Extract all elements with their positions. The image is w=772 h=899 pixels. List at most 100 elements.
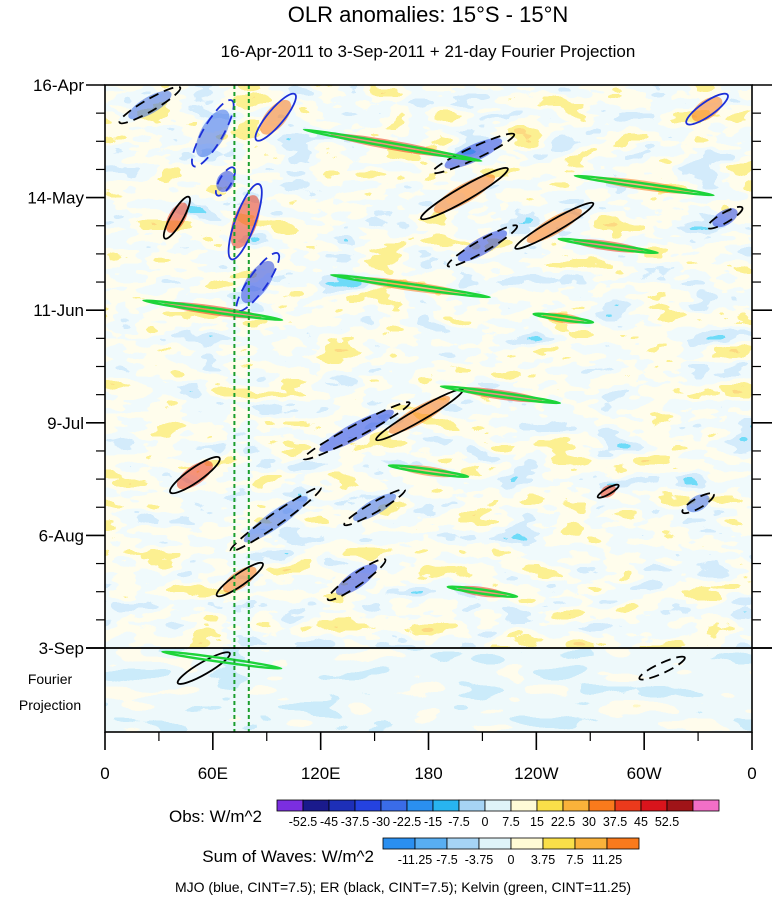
kelvin-contour bbox=[302, 128, 483, 163]
colorbar-swatch bbox=[458, 799, 486, 812]
colorbar-level-label: 0 bbox=[482, 815, 489, 829]
anomaly-feature bbox=[691, 96, 723, 122]
er-contour bbox=[169, 456, 221, 495]
x-tick-label: 120E bbox=[301, 764, 341, 783]
anomaly-feature bbox=[165, 202, 189, 233]
anomaly-feature bbox=[241, 260, 275, 304]
colorbar-level-label: -7.5 bbox=[436, 853, 458, 867]
mjo-contour bbox=[235, 251, 281, 313]
observed-olr-field bbox=[105, 85, 752, 648]
kelvin-contour bbox=[446, 585, 519, 599]
x-tick-label: 0 bbox=[747, 764, 756, 783]
y-tick-label: 9-Jul bbox=[47, 414, 84, 433]
obs-colorbar: -52.5 -45 -37.5 -30 -22.5 -15 -7.5 0 7.5 15 22.5 30… bbox=[276, 799, 720, 829]
kelvin-contour bbox=[161, 650, 283, 670]
fourier-projection-field bbox=[105, 648, 752, 732]
kelvin-contour bbox=[557, 237, 659, 255]
anomaly-feature bbox=[388, 395, 451, 434]
chart-subtitle: 16-Apr-2011 to 3-Sep-2011 + 21-day Fouri… bbox=[221, 42, 636, 61]
anomaly-feature bbox=[260, 99, 292, 135]
obs-colorbar-label: Obs: W/m^2 bbox=[169, 807, 262, 826]
anomaly-feature bbox=[223, 566, 257, 593]
er-contour bbox=[302, 401, 411, 461]
plot-area bbox=[105, 85, 752, 732]
mjo-contour bbox=[685, 92, 729, 126]
anomaly-feature bbox=[444, 138, 503, 169]
kelvin-contour bbox=[142, 299, 284, 322]
kelvin-contour bbox=[387, 463, 470, 479]
colorbar-swatch bbox=[510, 799, 538, 812]
colorbar-swatch bbox=[414, 837, 448, 850]
er-contour bbox=[229, 486, 322, 553]
wave-legend-footer: MJO (blue, CINT=7.5); ER (black, CINT=7.… bbox=[175, 879, 631, 895]
anomaly-feature bbox=[686, 494, 710, 513]
anomaly-feature bbox=[195, 109, 230, 158]
colorbar-swatch bbox=[446, 837, 480, 850]
colorbar-swatch bbox=[510, 837, 544, 850]
x-tick-label: 0 bbox=[100, 764, 109, 783]
waves-colorbar: -11.25 -7.5 -3.75 0 3.75 7.5 11.25 bbox=[382, 837, 640, 867]
er-contour bbox=[118, 85, 182, 125]
y-tick-label: 6-Aug bbox=[39, 526, 84, 545]
er-contour bbox=[446, 224, 519, 268]
y-tick-label: 14-May bbox=[27, 189, 84, 208]
anomaly-feature bbox=[319, 409, 394, 452]
projection-label-line2: Projection bbox=[19, 697, 81, 713]
kelvin-contour bbox=[573, 174, 715, 197]
er-contour bbox=[420, 166, 509, 221]
colorbar-level-label: 30 bbox=[582, 815, 596, 829]
x-tick-label: 60E bbox=[198, 764, 228, 783]
colorbar-level-label: -37.5 bbox=[341, 815, 370, 829]
colorbar-level-label: 15 bbox=[530, 815, 544, 829]
colorbar-level-label: -22.5 bbox=[393, 815, 422, 829]
anomaly-features bbox=[128, 90, 738, 681]
colorbar-swatch bbox=[484, 799, 512, 812]
anomaly-feature bbox=[457, 230, 508, 262]
colorbar-swatch bbox=[574, 837, 608, 850]
colorbar-level-label: -11.25 bbox=[398, 853, 433, 867]
er-contour bbox=[176, 651, 231, 685]
er-contour bbox=[343, 488, 406, 527]
anomaly-feature bbox=[353, 493, 397, 522]
mjo-contour bbox=[227, 183, 263, 261]
colorbar-level-label: -15 bbox=[424, 815, 442, 829]
er-contour bbox=[596, 483, 620, 499]
colorbar-swatch bbox=[276, 799, 304, 812]
reference-longitude-lines bbox=[233, 85, 250, 732]
anomaly-feature bbox=[433, 174, 496, 213]
kelvin-contour bbox=[532, 312, 595, 325]
colorbar-swatch bbox=[354, 799, 382, 812]
mjo-contour bbox=[214, 166, 236, 197]
x-tick-label: 60W bbox=[627, 764, 662, 783]
er-contour bbox=[326, 558, 387, 602]
mjo-contour bbox=[191, 99, 235, 168]
anomaly-feature bbox=[128, 90, 172, 120]
colorbar-level-label: 52.5 bbox=[655, 815, 679, 829]
colorbar-level-label: -7.5 bbox=[448, 815, 470, 829]
colorbar-level-label: -30 bbox=[372, 815, 390, 829]
anomaly-feature bbox=[230, 195, 260, 249]
er-contour bbox=[431, 132, 516, 175]
colorbar-swatch bbox=[562, 799, 590, 812]
colorbar-level-label: 7.5 bbox=[502, 815, 519, 829]
colorbar-swatch bbox=[542, 837, 576, 850]
er-contour bbox=[162, 195, 191, 240]
colorbar-level-label: -52.5 bbox=[289, 815, 318, 829]
y-tick-label: 16-Apr bbox=[33, 76, 84, 95]
colorbar-swatch bbox=[328, 799, 356, 812]
er-contour bbox=[638, 655, 686, 681]
mjo-contour bbox=[254, 92, 297, 142]
colorbar-swatch bbox=[382, 837, 416, 850]
y-axis: 16-Apr 14-May 11-Jun 9-Jul 6-Aug 3-Sep bbox=[27, 76, 772, 658]
colorbar-level-label: 22.5 bbox=[551, 815, 575, 829]
colorbar-swatch bbox=[588, 799, 616, 812]
wave-contours bbox=[118, 85, 744, 685]
anomaly-feature bbox=[330, 133, 455, 158]
anomaly-feature bbox=[335, 563, 378, 596]
er-contour bbox=[681, 492, 715, 515]
kelvin-contour bbox=[330, 273, 491, 299]
colorbar-level-label: -45 bbox=[320, 815, 338, 829]
colorbar-level-label: 0 bbox=[508, 853, 515, 867]
er-contour bbox=[215, 561, 264, 598]
